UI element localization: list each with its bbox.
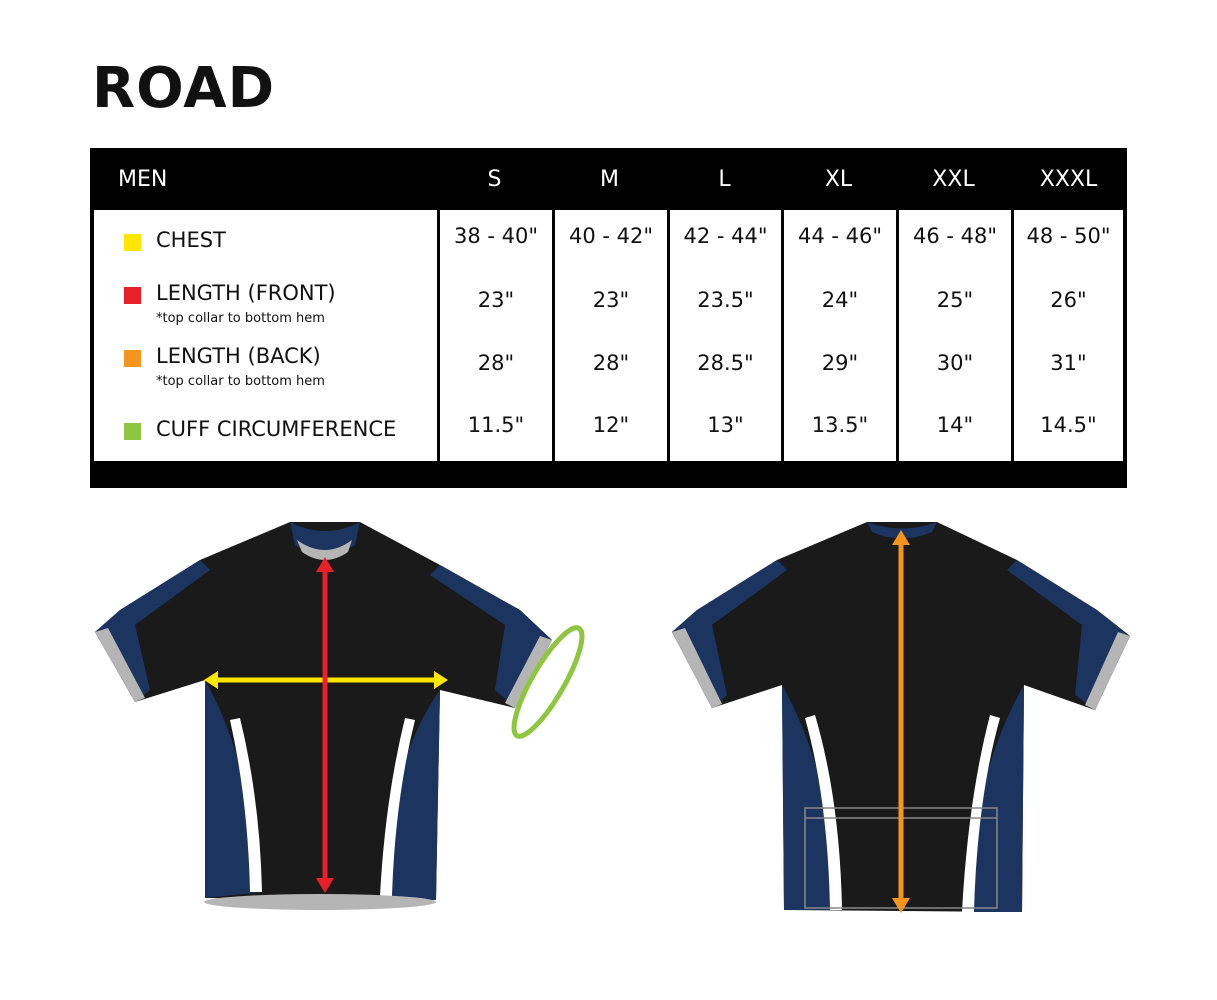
size-value: 46 - 48"	[912, 224, 998, 248]
header-size-l: L	[718, 167, 731, 192]
measurement-label: LENGTH (BACK)	[156, 344, 321, 368]
size-table: MEN CHEST LENGTH (FRONT) *top collar to bo…	[90, 148, 1127, 488]
front-jersey	[95, 522, 585, 910]
size-column-xxl: 46 - 48" 25" 30" 14"	[899, 210, 1011, 461]
measurement-label: LENGTH (FRONT)	[156, 281, 336, 305]
size-value: 48 - 50"	[1026, 224, 1111, 248]
size-value: 28.5"	[697, 351, 754, 375]
size-value: 12"	[592, 413, 630, 437]
header-size-m: M	[600, 167, 619, 192]
size-value: 30"	[936, 351, 974, 375]
size-value: 13.5"	[811, 413, 869, 437]
size-value: 31"	[1050, 351, 1087, 375]
size-column-xl: 44 - 46" 24" 29" 13.5"	[784, 210, 896, 461]
size-value: 40 - 42"	[568, 224, 654, 248]
size-column-m: 40 - 42" 23" 28" 12"	[555, 210, 667, 461]
color-swatch	[124, 234, 141, 251]
size-value: 14.5"	[1040, 413, 1097, 437]
measurement-note: *top collar to bottom hem	[156, 311, 325, 326]
size-value: 38 - 40"	[453, 224, 539, 248]
header-size-xxl: XXL	[932, 167, 975, 192]
size-value: 23.5"	[697, 288, 754, 312]
header-size-xxxl: XXXL	[1039, 167, 1098, 192]
size-value: 28"	[592, 351, 630, 375]
color-swatch	[124, 423, 141, 440]
label-column: CHEST LENGTH (FRONT) *top collar to bottom…	[94, 210, 437, 461]
measurement-label: CUFF CIRCUMFERENCE	[156, 417, 397, 441]
size-value: 23"	[477, 288, 515, 312]
size-value: 11.5"	[467, 413, 525, 437]
size-value: 23"	[592, 288, 630, 312]
header-size-s: S	[487, 167, 502, 192]
header-size-xl: XL	[824, 167, 853, 192]
size-value: 44 - 46"	[797, 224, 883, 248]
color-swatch	[124, 350, 141, 367]
size-value: 25"	[936, 288, 974, 312]
measurement-label: CHEST	[156, 228, 226, 252]
size-value: 26"	[1050, 288, 1087, 312]
cuff-circle	[511, 625, 585, 739]
size-column-xxxl: 48 - 50" 26" 31" 14.5"	[1014, 210, 1123, 461]
size-value: 13"	[707, 413, 744, 437]
page-title: ROAD	[92, 56, 276, 121]
size-value: 14"	[936, 413, 974, 437]
size-column-s: 38 - 40" 23" 28" 11.5"	[440, 210, 552, 461]
size-value: 24"	[821, 288, 859, 312]
size-value: 42 - 44"	[683, 224, 768, 248]
back-jersey	[672, 522, 1130, 913]
color-swatch	[124, 287, 141, 304]
measurement-note: *top collar to bottom hem	[156, 374, 325, 389]
size-column-l: 42 - 44" 23.5" 28.5" 13"	[670, 210, 781, 461]
header-men: MEN	[118, 167, 168, 192]
size-value: 28"	[477, 351, 515, 375]
size-value: 29"	[821, 351, 859, 375]
